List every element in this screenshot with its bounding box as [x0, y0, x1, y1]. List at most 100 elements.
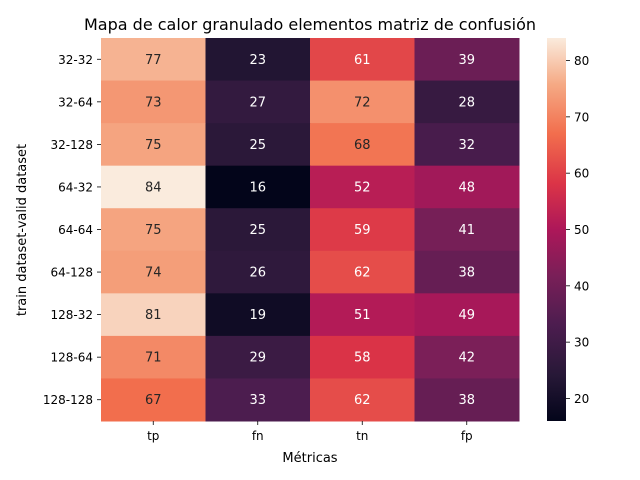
cell-value-label: 27 — [249, 95, 266, 110]
heatmap-cells: 77 23 61 39 73 27 72 28 75 25 68 32 84 16 52 48 75 25 59 41… — [101, 38, 520, 422]
heatmap-cell-64-32-fp — [414, 165, 520, 209]
y-tick-label: 64-128 — [50, 266, 93, 280]
y-tick-label: 128-128 — [43, 393, 93, 407]
heatmap-cell-128-32-tp — [101, 293, 206, 337]
colorbar-gradient — [547, 38, 566, 421]
cell-value-label: 19 — [249, 308, 266, 323]
cell-value-label: 42 — [458, 351, 475, 366]
y-tick-label: 32-32 — [58, 53, 93, 67]
cell-value-label: 68 — [354, 138, 371, 153]
heatmap-cell-128-64-tp — [101, 335, 206, 379]
colorbar-tick-label: 40 — [574, 279, 589, 293]
heatmap-cell-128-128-tp — [101, 378, 206, 422]
cell-value-label: 58 — [354, 351, 371, 366]
cell-value-label: 29 — [249, 351, 266, 366]
x-tick-label: tn — [356, 429, 368, 443]
cell-value-label: 38 — [458, 393, 475, 408]
cell-value-label: 73 — [145, 95, 162, 110]
heatmap-cell-128-32-tn — [310, 293, 415, 337]
heatmap-cell-32-128-tp — [101, 123, 206, 167]
cell-value-label: 28 — [458, 95, 475, 110]
cell-value-label: 59 — [354, 223, 371, 238]
heatmap-cell-32-64-tp — [101, 80, 206, 124]
heatmap-cell-64-64-fp — [414, 208, 520, 252]
y-tick-label: 32-64 — [58, 95, 93, 109]
cell-value-label: 62 — [354, 266, 371, 281]
cell-value-label: 75 — [145, 138, 162, 153]
y-ticks: 32-32 32-64 32-128 64-32 64-64 64-128 128-32 12… — [43, 53, 101, 407]
cell-value-label: 26 — [249, 266, 266, 281]
heatmap-cell-32-64-fn — [205, 80, 311, 124]
x-tick-label: tp — [147, 429, 159, 443]
cell-value-label: 77 — [145, 53, 162, 68]
heatmap-cell-128-64-fp — [414, 335, 520, 379]
cell-value-label: 61 — [354, 53, 371, 68]
x-axis-label: Métricas — [282, 451, 337, 466]
heatmap-cell-128-32-fp — [414, 293, 520, 337]
colorbar: 20 30 40 50 60 70 80 — [547, 38, 589, 421]
cell-value-label: 75 — [145, 223, 162, 238]
cell-value-label: 32 — [458, 138, 475, 153]
cell-value-label: 52 — [354, 180, 371, 195]
heatmap-cell-32-64-tn — [310, 80, 415, 124]
heatmap-cell-128-64-tn — [310, 335, 415, 379]
cell-value-label: 39 — [458, 53, 475, 68]
y-tick-label: 32-128 — [50, 138, 93, 152]
colorbar-tick-label: 80 — [574, 54, 589, 68]
heatmap-cell-64-128-tp — [101, 250, 206, 294]
y-tick-label: 64-64 — [58, 223, 93, 237]
cell-value-label: 51 — [354, 308, 371, 323]
heatmap-cell-64-32-tp — [101, 165, 206, 209]
cell-value-label: 16 — [249, 180, 266, 195]
heatmap-cell-32-64-fp — [414, 80, 520, 124]
cell-value-label: 23 — [249, 53, 266, 68]
y-tick-label: 64-32 — [58, 180, 93, 194]
heatmap-cell-64-32-fn — [205, 165, 311, 209]
heatmap-cell-128-128-tn — [310, 378, 415, 422]
cell-value-label: 74 — [145, 266, 162, 281]
heatmap-cell-128-128-fn — [205, 378, 311, 422]
heatmap-cell-32-32-fp — [414, 38, 520, 82]
y-axis-label: train dataset-valid dataset — [15, 144, 30, 316]
heatmap-cell-128-128-fp — [414, 378, 520, 422]
heatmap-cell-32-128-fn — [205, 123, 311, 167]
x-tick-label: fn — [252, 429, 264, 443]
heatmap-cell-64-128-tn — [310, 250, 415, 294]
x-tick-label: fp — [461, 429, 473, 443]
heatmap-cell-64-64-tp — [101, 208, 206, 252]
chart-title: Mapa de calor granulado elementos matriz… — [84, 15, 536, 34]
heatmap-cell-64-128-fn — [205, 250, 311, 294]
colorbar-tick-label: 50 — [574, 223, 589, 237]
cell-value-label: 84 — [145, 180, 162, 195]
heatmap-cell-64-128-fp — [414, 250, 520, 294]
heatmap-cell-32-32-tp — [101, 38, 206, 82]
colorbar-tick-label: 60 — [574, 167, 589, 181]
heatmap-cell-32-32-tn — [310, 38, 415, 82]
cell-value-label: 49 — [458, 308, 475, 323]
y-tick-label: 128-64 — [50, 351, 93, 365]
cell-value-label: 33 — [249, 393, 266, 408]
colorbar-tick-label: 30 — [574, 336, 589, 350]
cell-value-label: 81 — [145, 308, 162, 323]
heatmap-cell-128-64-fn — [205, 335, 311, 379]
cell-value-label: 67 — [145, 393, 162, 408]
cell-value-label: 38 — [458, 266, 475, 281]
heatmap-cell-32-128-tn — [310, 123, 415, 167]
cell-value-label: 25 — [249, 138, 266, 153]
colorbar-tick-label: 20 — [574, 392, 589, 406]
cell-value-label: 25 — [249, 223, 266, 238]
cell-value-label: 48 — [458, 180, 475, 195]
heatmap-cell-128-32-fn — [205, 293, 311, 337]
x-ticks: tp fn tn fp — [147, 421, 473, 443]
cell-value-label: 71 — [145, 351, 162, 366]
y-tick-label: 128-32 — [50, 308, 93, 322]
heatmap-cell-32-128-fp — [414, 123, 520, 167]
heatmap-cell-64-64-fn — [205, 208, 311, 252]
cell-value-label: 72 — [354, 95, 371, 110]
heatmap-cell-64-64-tn — [310, 208, 415, 252]
cell-value-label: 62 — [354, 393, 371, 408]
heatmap-cell-32-32-fn — [205, 38, 311, 82]
heatmap-cell-64-32-tn — [310, 165, 415, 209]
